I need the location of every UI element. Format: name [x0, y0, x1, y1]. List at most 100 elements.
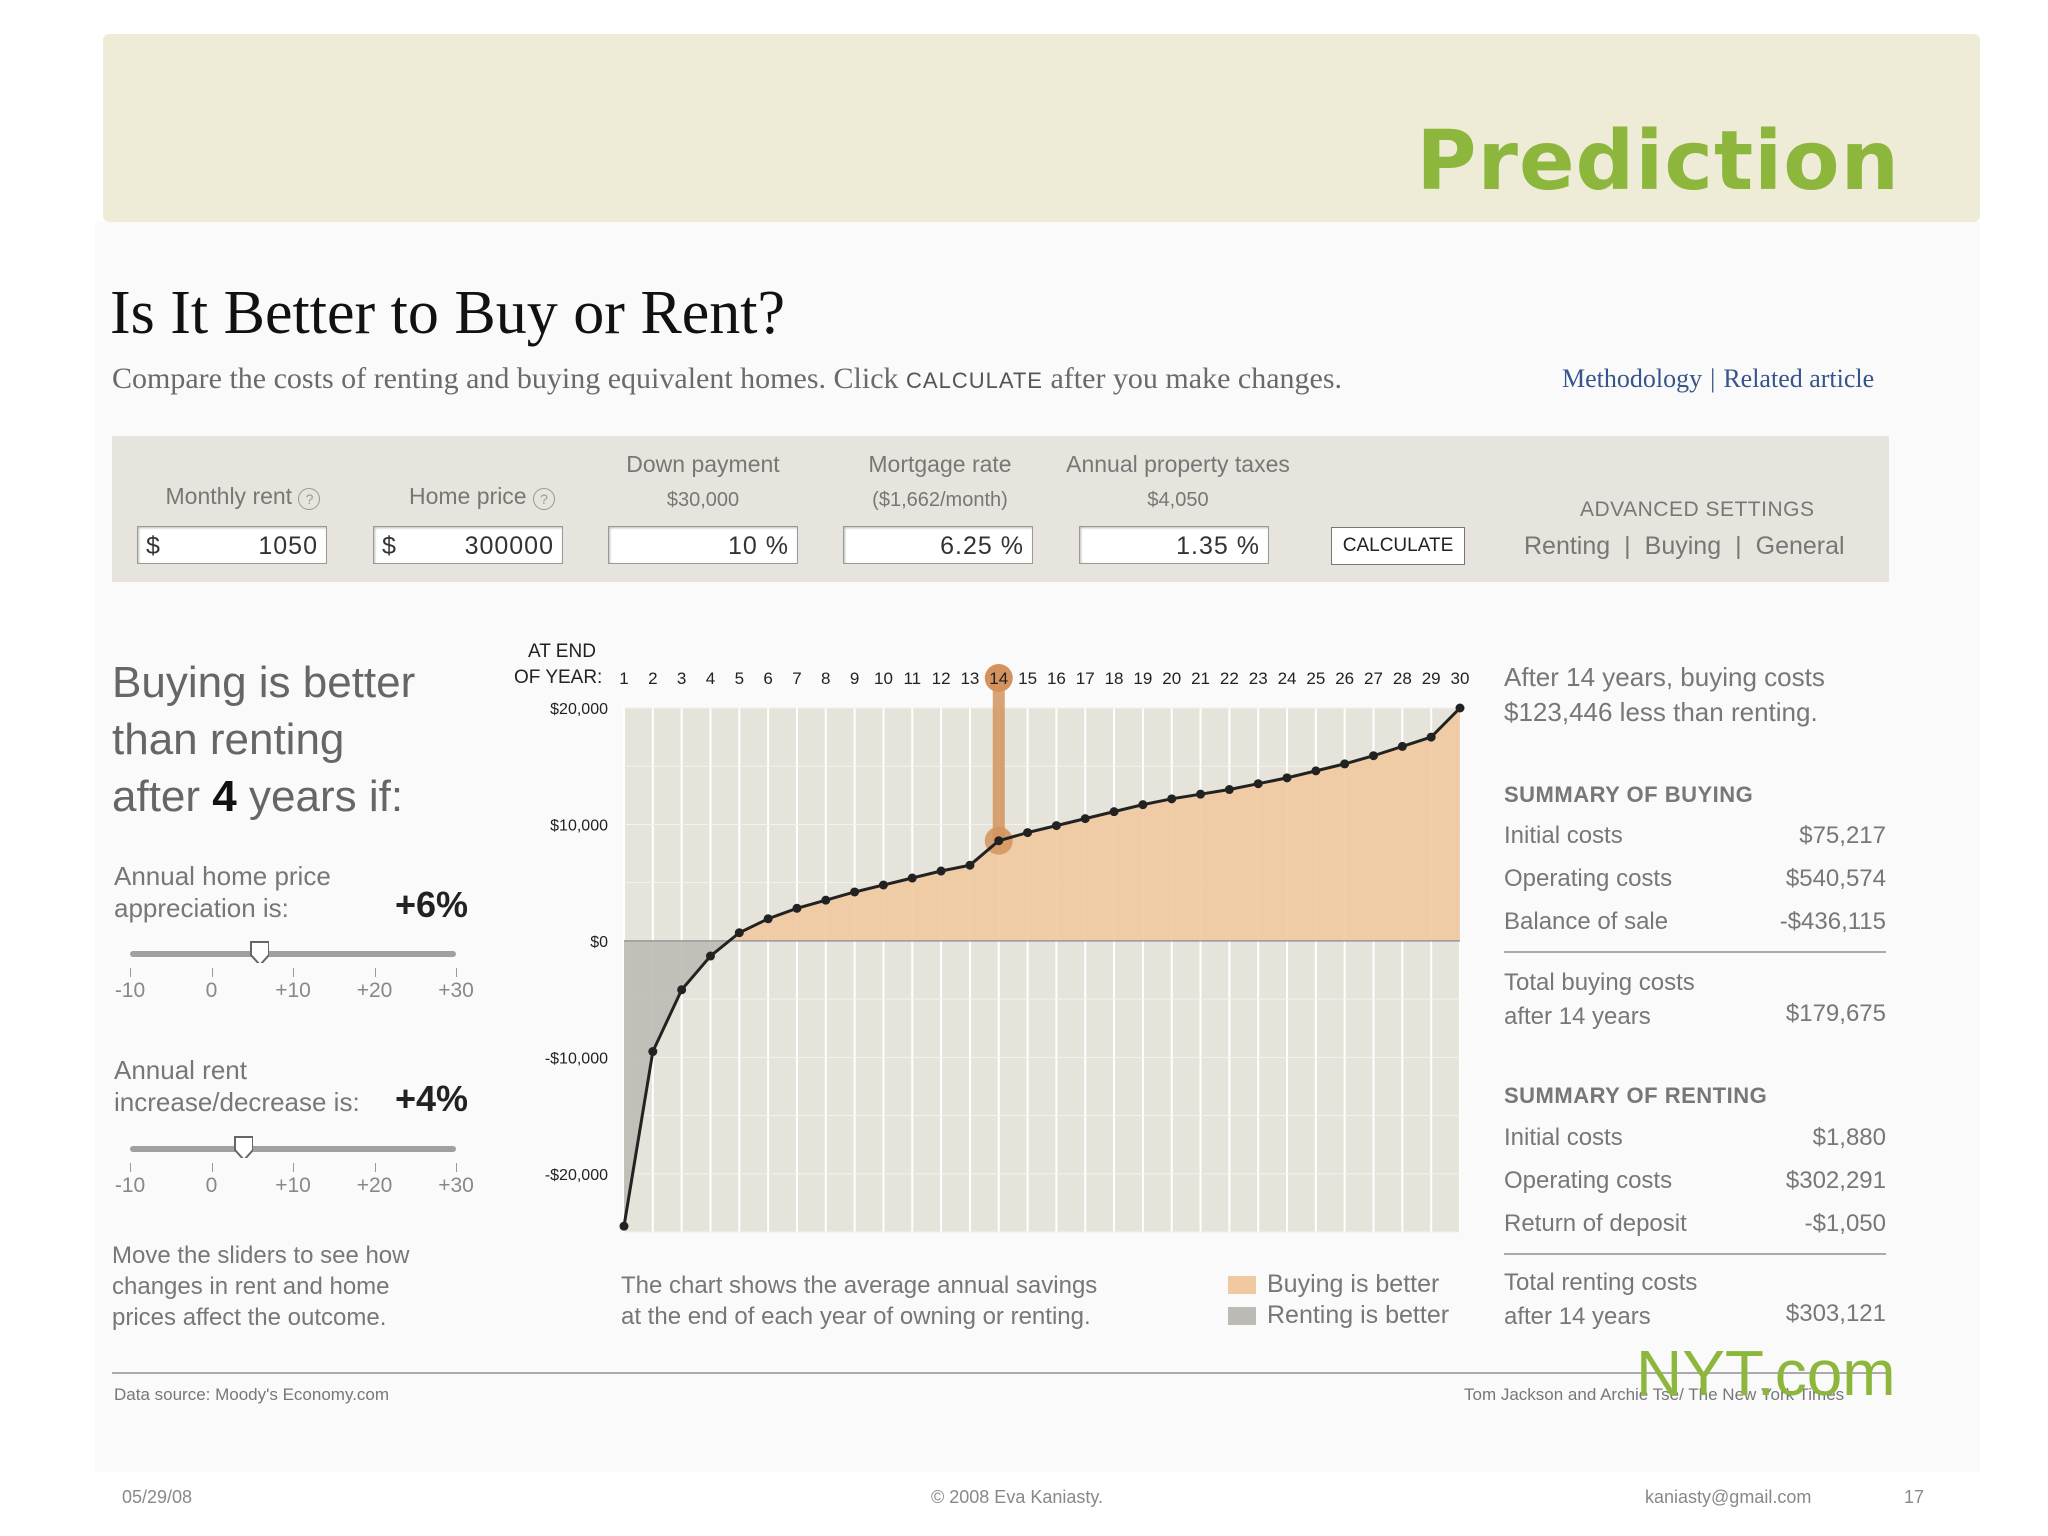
legend-buy-swatch	[1228, 1276, 1256, 1294]
x-tick-label: 27	[1364, 669, 1383, 688]
slider-tick-label: +20	[356, 1174, 393, 1197]
slider-tick-label: +10	[275, 979, 311, 1002]
data-point	[763, 914, 773, 924]
data-source: Data source: Moody's Economy.com	[114, 1385, 390, 1404]
footer-email: kaniasty@gmail.com	[1645, 1487, 1812, 1507]
related-article-link[interactable]: Related article	[1723, 364, 1875, 393]
x-tick-label: 6	[763, 669, 772, 688]
summary-row-value: -$1,050	[1804, 1210, 1886, 1237]
data-point	[850, 887, 860, 897]
advanced-general-link[interactable]: General	[1755, 532, 1845, 560]
methodology-link[interactable]: Methodology	[1562, 364, 1703, 393]
advanced-buying-link[interactable]: Buying	[1644, 532, 1722, 560]
x-tick-label: 5	[735, 669, 744, 688]
slider-tick	[456, 968, 457, 977]
subtitle-calculate: CALCULATE	[906, 368, 1043, 393]
summary-row-label: Return of deposit	[1504, 1210, 1687, 1237]
slider-tick-label: +30	[438, 1174, 474, 1197]
data-point	[1080, 814, 1090, 824]
home-price-input[interactable]: $ 300000	[373, 526, 563, 564]
x-tick-label: 8	[821, 669, 830, 688]
data-point	[878, 880, 888, 890]
summary-row-value: $540,574	[1785, 865, 1886, 892]
summary-row-label: Balance of sale	[1504, 908, 1669, 935]
subtitle-text-before: Compare the costs of renting and buying …	[112, 362, 899, 395]
data-point	[1426, 732, 1436, 742]
slider-tick-label: 0	[205, 979, 218, 1002]
summary-row-value: $75,217	[1799, 822, 1886, 849]
price-slider-track[interactable]	[130, 951, 456, 957]
legend-buy-label: Buying is better	[1267, 1270, 1440, 1298]
x-tick-label: 19	[1133, 669, 1152, 688]
savings-line	[622, 706, 1462, 1227]
x-tick-label: 7	[792, 669, 801, 688]
selected-year-bar	[992, 678, 1005, 841]
data-point	[1109, 807, 1119, 817]
x-tick-label: 1	[619, 669, 628, 688]
slider-tick-label: +20	[356, 979, 393, 1002]
data-point	[965, 860, 975, 870]
data-point	[1138, 800, 1148, 810]
price-appreciation-label: Annual home price appreciation is:	[114, 861, 331, 923]
legend-rent-swatch	[1228, 1307, 1256, 1325]
summary-row: Initial costs $1,880	[1504, 1124, 1886, 1166]
x-tick-label: 18	[1105, 669, 1124, 688]
slide-banner: Prediction	[103, 34, 1980, 222]
x-tick-label: 28	[1393, 669, 1412, 688]
rent-slider-thumb[interactable]	[233, 1136, 254, 1158]
data-point	[734, 928, 744, 938]
summary-row-label: Operating costs	[1504, 865, 1673, 892]
mortgage-rate-note: ($1,662/month)	[872, 489, 1008, 511]
y-tick-label: -$20,000	[545, 1167, 608, 1184]
summary-row: Operating costs $302,291	[1504, 1167, 1886, 1209]
renting-better-area	[624, 940, 730, 1227]
x-tick-label: 9	[850, 669, 859, 688]
slide-title: Prediction	[1416, 114, 1900, 209]
x-tick-label: 4	[706, 669, 715, 688]
slider-tick-label: -10	[114, 1174, 146, 1197]
calculate-button[interactable]: CALCULATE	[1331, 527, 1465, 565]
x-tick-label: 11	[903, 669, 921, 688]
data-point	[619, 1221, 629, 1231]
summary-row: Return of deposit -$1,050	[1504, 1210, 1886, 1252]
x-tick-label: 21	[1191, 669, 1210, 688]
summary-row: Initial costs $75,217	[1504, 822, 1886, 864]
x-tick-label: 10	[874, 669, 893, 688]
property-taxes-input[interactable]: 1.35 %	[1079, 526, 1269, 564]
x-tick-label: 29	[1422, 669, 1441, 688]
monthly-rent-input[interactable]: $ 1050	[137, 526, 327, 564]
advanced-settings-links: Renting | Buying | General	[1524, 532, 1845, 561]
down-payment-input[interactable]: 10 %	[608, 526, 798, 564]
rent-slider-track[interactable]	[130, 1146, 456, 1152]
link-separator: |	[1735, 532, 1742, 560]
selected-year-marker	[984, 664, 1013, 692]
verdict-text: Buying is better than renting after 4 ye…	[112, 658, 416, 821]
divider	[1504, 1253, 1886, 1255]
help-icon[interactable]: ?	[298, 488, 321, 510]
mortgage-rate-input[interactable]: 6.25 %	[843, 526, 1033, 564]
advanced-renting-link[interactable]: Renting	[1524, 532, 1611, 560]
property-taxes-label: Annual property taxes	[1066, 451, 1290, 477]
price-slider-thumb[interactable]	[249, 941, 270, 963]
slider-tick	[293, 1163, 294, 1172]
data-point	[705, 951, 715, 961]
data-point	[994, 836, 1004, 846]
data-point	[1397, 741, 1407, 751]
slider-tick	[130, 1163, 131, 1172]
help-icon[interactable]: ?	[533, 488, 555, 510]
subtitle-text-after: after you make changes.	[1050, 362, 1343, 395]
x-tick-label: 3	[677, 669, 686, 688]
data-point	[1023, 828, 1033, 838]
source-divider	[112, 1372, 1889, 1374]
footer-date: 05/29/08	[122, 1487, 193, 1507]
summary-headline: After 14 years, buying costs $123,446 le…	[1504, 662, 1825, 727]
verdict-years: 4	[212, 772, 237, 821]
summary-row-label: Initial costs	[1504, 822, 1623, 849]
data-point	[1196, 789, 1206, 799]
buying-total-row: Total buying costs after 14 years $179,67…	[1504, 969, 1886, 1030]
chart-header-line1: AT END	[528, 641, 596, 662]
data-point	[907, 873, 917, 883]
buying-better-area	[729, 708, 1460, 941]
summary-row: Balance of sale -$436,115	[1504, 908, 1886, 950]
x-tick-label: 13	[960, 669, 979, 688]
